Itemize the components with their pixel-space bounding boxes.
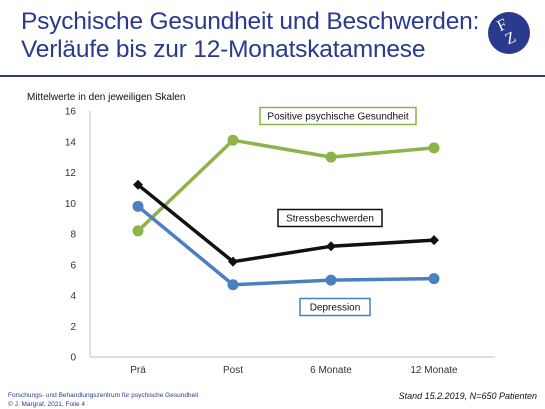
- y-tick-label: 12: [65, 168, 77, 179]
- data-point: [326, 241, 336, 252]
- series-line: [136, 204, 435, 287]
- data-point: [132, 200, 144, 212]
- data-point: [429, 235, 439, 246]
- chart-subtitle: Mittelwerte in den jeweiligen Skalen: [27, 92, 186, 103]
- data-point: [227, 279, 239, 291]
- data-point: [325, 151, 337, 163]
- footer-copyright: © J. Margraf, 2021, Folie 4: [8, 401, 86, 408]
- x-tick-label: 12 Monate: [410, 365, 458, 376]
- series-label-box: [259, 106, 417, 126]
- x-tick-label: 6 Monate: [310, 365, 352, 376]
- data-point: [428, 142, 440, 154]
- title-line-1: Psychische Gesundheit und Beschwerden:: [21, 8, 480, 35]
- data-point: [428, 273, 440, 285]
- data-point: [325, 274, 337, 286]
- footer-left: Forschungs- und Behandlungszentrum für p…: [8, 391, 198, 409]
- data-point: [133, 179, 143, 190]
- y-tick-label: 0: [70, 353, 76, 364]
- footer-org: Forschungs- und Behandlungszentrum für p…: [8, 392, 199, 399]
- footer-right: Stand 15.2.2019, N=650 Patienten: [398, 391, 537, 401]
- title-divider: [0, 75, 545, 77]
- y-tick-label: 2: [70, 322, 76, 333]
- series-label: Stressbeschwerden: [286, 214, 374, 225]
- data-point: [228, 256, 238, 267]
- series-label-box: [277, 208, 383, 228]
- title-line-2: Verläufe bis zur 12-Monatskatamnese: [21, 36, 426, 63]
- series-line: [136, 138, 435, 233]
- series-label: Depression: [310, 303, 361, 314]
- data-point: [132, 225, 144, 237]
- y-tick-label: 4: [70, 291, 76, 302]
- y-tick-label: 16: [65, 107, 77, 118]
- slide-title: Psychische Gesundheit und Beschwerden: V…: [21, 8, 491, 64]
- y-tick-label: 14: [65, 137, 77, 148]
- y-tick-label: 6: [70, 260, 76, 271]
- series-line: [136, 183, 435, 264]
- series-label: Positive psychische Gesundheit: [267, 112, 408, 123]
- data-point: [227, 134, 239, 146]
- y-tick-label: 8: [70, 230, 76, 241]
- y-tick-label: 10: [65, 199, 77, 210]
- x-tick-label: Post: [223, 365, 243, 376]
- x-tick-label: Prä: [130, 365, 146, 376]
- fbz-logo: F Z: [488, 12, 530, 54]
- series-label-box: [299, 297, 371, 317]
